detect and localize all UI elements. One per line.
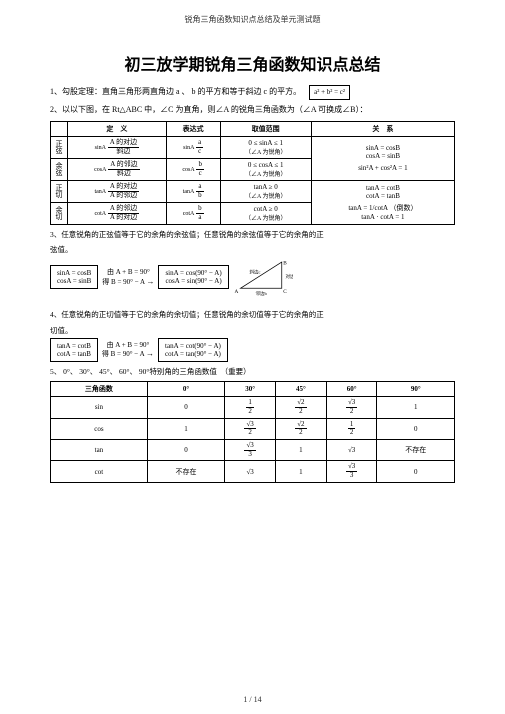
range-tan: tanA ≥ 0（∠A 为锐角）: [220, 180, 311, 202]
pythagoras-box: a² + b² = c²: [309, 85, 350, 100]
row-tan: 正切 tanA A 的对边A 的邻边 tanA ab tanA ≥ 0（∠A 为…: [51, 180, 455, 202]
special-angles-table: 三角函数 0° 30° 45° 60° 90° sin 0 12 √22 √32…: [50, 381, 455, 483]
note-5: 5、 0°、 30°、 45°、 60°、 90°特别角的三角函数值 （重要）: [50, 366, 455, 377]
range-cot: cotA ≥ 0（∠A 为锐角）: [220, 202, 311, 224]
def-tan: tanA A 的对边A 的邻边: [68, 180, 167, 202]
t2-h4: 60°: [326, 382, 377, 397]
def-sin: sinA A 的对边斜边: [68, 136, 167, 158]
range-cos: 0 ≤ cosA ≤ 1（∠A 为锐角）: [220, 158, 311, 180]
expr-cot: cotA ba: [166, 202, 220, 224]
note-4: 4、任意锐角的正切值等于它的余角的余切值；任意锐角的余切值等于它的余角的正: [50, 309, 455, 320]
t2-row-tan: tan 0 √33 1 √3 不存在: [51, 439, 455, 460]
arrow-icon: →: [146, 277, 154, 286]
line-2: 2、以以下图，在 Rt△ABC 中，∠C 为直角，则∠A 的锐角三角函数为（∠A…: [50, 104, 455, 117]
line-1: 1、勾股定理：直角三角形两直角边 a 、 b 的平方和等于斜边 c 的平方。 a…: [50, 85, 455, 100]
expr-tan: tanA ab: [166, 180, 220, 202]
definitions-table: 定 义 表达式 取值范围 关 系 正弦 sinA A 的对边斜边 sinA ac…: [50, 121, 455, 225]
th-rel: 关 系: [311, 121, 454, 136]
table-header-row: 定 义 表达式 取值范围 关 系: [51, 121, 455, 136]
line2-mid: Rt△ABC 中，∠C 为直角，则∠A 的锐角三角函数为（∠A 可换成∠B）：: [112, 105, 368, 114]
expr-cos: cosA bc: [166, 158, 220, 180]
flow1-box2: sinA = cos(90° − A) cosA = sin(90° − A): [158, 265, 228, 289]
label-cos: 余弦: [51, 158, 68, 180]
svg-text:B: B: [283, 261, 287, 267]
expr-sin: sinA ac: [166, 136, 220, 158]
flow2-mid: 由 A + B = 90° 得 B = 90° − A →: [102, 341, 154, 359]
range-sin: 0 ≤ sinA ≤ 1（∠A 为锐角）: [220, 136, 311, 158]
note-3b: 弦值。: [50, 244, 455, 255]
label-sin: 正弦: [51, 136, 68, 158]
triangle-diagram: A B C 对边a 邻边b 斜边c: [233, 257, 293, 297]
flow1-box1: sinA = cosB cosA = sinB: [50, 265, 98, 289]
flow-tancot: tanA = cotB cotA = tanB 由 A + B = 90° 得 …: [50, 338, 455, 362]
t2-h0: 三角函数: [51, 382, 148, 397]
label-cot: 余切: [51, 202, 68, 224]
t2-row-sin: sin 0 12 √22 √32 1: [51, 397, 455, 418]
def-cot: cotA A 的邻边A 的对边: [68, 202, 167, 224]
flow1-mid: 由 A + B = 90° 得 B = 90° − A →: [102, 268, 154, 286]
t2-h5: 90°: [377, 382, 455, 397]
line1-pre: 1、勾股定理：直角三角形两直角边: [50, 87, 174, 96]
rel-sincos: sinA = cosB cosA = sinB sin²A + cos²A = …: [311, 136, 454, 180]
svg-text:邻边b: 邻边b: [255, 290, 267, 297]
t2-h1: 0°: [147, 382, 224, 397]
flow2-box2: tanA = cot(90° − A) cotA = tan(90° − A): [158, 338, 228, 362]
doc-header: 锐角三角函数知识点总结及单元测试题: [0, 0, 505, 25]
th-expr: 表达式: [166, 121, 220, 136]
th-blank: [51, 121, 68, 136]
flow-sincos: sinA = cosB cosA = sinB 由 A + B = 90° 得 …: [50, 257, 455, 297]
page-title: 初三放学期锐角三角函数知识点总结: [50, 51, 455, 75]
page-content: 初三放学期锐角三角函数知识点总结 1、勾股定理：直角三角形两直角边 a 、 b …: [0, 25, 505, 483]
line1-mid: a 、 b 的平方和等于斜边 c 的平方。: [176, 87, 301, 96]
page-footer: 1 / 14: [0, 695, 505, 704]
row-sin: 正弦 sinA A 的对边斜边 sinA ac 0 ≤ sinA ≤ 1（∠A …: [51, 136, 455, 158]
label-tan: 正切: [51, 180, 68, 202]
th-def: 定 义: [68, 121, 167, 136]
line2-pre: 2、以以下图，在: [50, 105, 110, 114]
rel-tancot: tanA = cotB cotA = tanB tanA = 1/cotA （倒…: [311, 180, 454, 224]
t2-row-cos: cos 1 √32 √22 12 0: [51, 418, 455, 439]
t2-h2: 30°: [225, 382, 276, 397]
t2-h3: 45°: [276, 382, 327, 397]
th-range: 取值范围: [220, 121, 311, 136]
t2-row-cot: cot 不存在 √3 1 √33 0: [51, 461, 455, 482]
note-3: 3、任意锐角的正弦值等于它的余角的余弦值；任意锐角的余弦值等于它的余角的正: [50, 229, 455, 240]
note-4b: 切值。: [50, 325, 455, 336]
flow2-box1: tanA = cotB cotA = tanB: [50, 338, 98, 362]
svg-text:斜边c: 斜边c: [249, 269, 260, 276]
def-cos: cosA A 的邻边斜边: [68, 158, 167, 180]
svg-text:A: A: [234, 289, 238, 295]
t2-header: 三角函数 0° 30° 45° 60° 90°: [51, 382, 455, 397]
arrow-icon: →: [146, 349, 154, 358]
svg-text:对边a: 对边a: [285, 273, 293, 280]
svg-text:C: C: [283, 289, 287, 295]
